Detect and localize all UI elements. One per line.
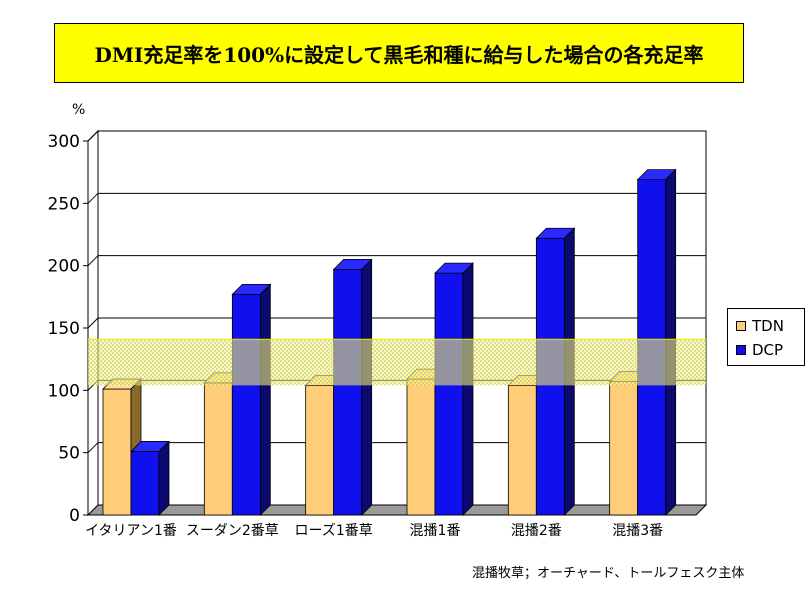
- y-tick-label: 50: [58, 444, 80, 464]
- bar-dcp-side: [259, 283, 271, 516]
- chart-title-banner: DMI充足率を100%に設定して黒毛和種に給与した場合の各充足率: [54, 23, 744, 83]
- legend-item-tdn: TDN: [736, 317, 784, 335]
- legend-swatch-dcp: [736, 345, 746, 355]
- y-tick-label: 250: [48, 194, 80, 214]
- bar-tdn-front: [507, 384, 537, 516]
- y-tick-label: 150: [48, 319, 80, 339]
- x-tick-label: イタリアン1番: [85, 523, 177, 539]
- x-tick-label: 混播3番: [612, 523, 663, 539]
- y-tick-label: 200: [48, 257, 80, 277]
- x-tick-label: 混播2番: [511, 523, 562, 539]
- bar-tdn-front: [406, 378, 436, 516]
- y-axis-unit: %: [72, 102, 86, 118]
- legend-label-dcp: DCP: [752, 341, 784, 359]
- gridline-side: [87, 130, 99, 142]
- bar-dcp-front: [130, 451, 160, 516]
- y-tick-label: 0: [69, 506, 80, 526]
- bar-dcp-front: [333, 269, 363, 516]
- chart-title: DMI充足率を100%に設定して黒毛和種に給与した場合の各充足率: [94, 42, 704, 67]
- bar-tdn-front: [102, 388, 132, 516]
- bar-dcp-front: [434, 272, 464, 516]
- gridline-side: [87, 192, 99, 204]
- gridline-side: [87, 317, 99, 329]
- legend-swatch-tdn: [736, 321, 746, 331]
- y-tick-label: 100: [48, 381, 80, 401]
- x-tick-label: ローズ1番草: [295, 523, 373, 539]
- x-tick-label: スーダン2番草: [186, 523, 279, 539]
- bar-dcp-side: [158, 440, 170, 516]
- legend-label-tdn: TDN: [752, 317, 784, 335]
- bar-dcp-side: [462, 262, 474, 516]
- gridline-side: [87, 442, 99, 454]
- y-tick-label: 300: [48, 132, 80, 152]
- legend-item-dcp: DCP: [736, 341, 783, 359]
- bar-tdn-front: [203, 382, 233, 516]
- gridline-side: [87, 255, 99, 267]
- footnote: 混播牧草；オーチャード、トールフェスク主体: [472, 566, 745, 581]
- bar-dcp-side: [361, 258, 373, 516]
- chart-legend: TDN DCP: [727, 308, 805, 366]
- x-tick-label: 混播1番: [410, 523, 461, 539]
- bar-tdn-front: [305, 384, 335, 516]
- bar-dcp-front: [231, 293, 261, 516]
- bar-tdn-front: [609, 381, 639, 516]
- highlight-band-hatch: [88, 339, 706, 386]
